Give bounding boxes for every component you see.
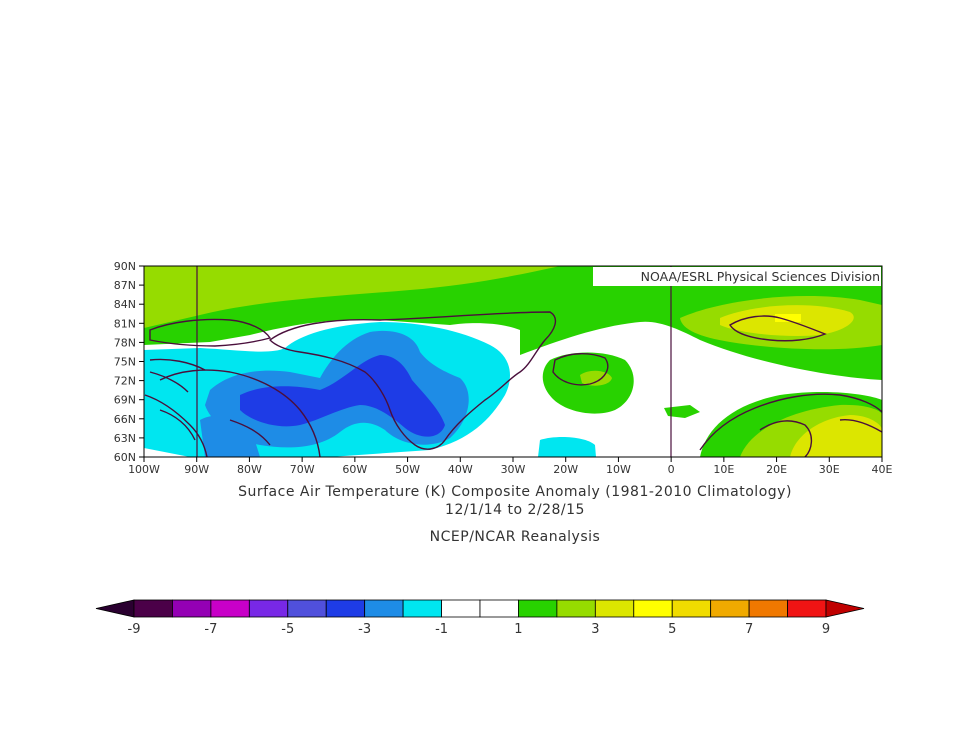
caption-dataset: NCEP/NCAR Reanalysis bbox=[429, 529, 601, 545]
iceland-coast bbox=[552, 353, 609, 386]
colorbar-swatch bbox=[594, 599, 635, 618]
lon-tick-label: 10E bbox=[713, 463, 734, 476]
lon-tick-label: 20W bbox=[553, 463, 578, 476]
lat-tick-label: 84N bbox=[114, 298, 136, 311]
scandinavia-coast bbox=[699, 393, 882, 457]
colorbar-swatch bbox=[441, 599, 481, 618]
colorbar: -9 -7 -5 -3 -1 1 3 5 7 9 bbox=[95, 599, 865, 637]
lat-tick-label: 72N bbox=[114, 375, 136, 388]
lon-tick-label: 60W bbox=[342, 463, 367, 476]
lon-tick-label: 20E bbox=[766, 463, 787, 476]
colorbar-swatch bbox=[325, 599, 366, 618]
anomaly-blue-west bbox=[240, 355, 445, 437]
colorbar-label: -1 bbox=[435, 622, 448, 637]
lat-tick-label: 81N bbox=[114, 317, 136, 330]
colorbar-swatch bbox=[210, 599, 250, 618]
lon-tick-label: 100W bbox=[128, 463, 160, 476]
colorbar-swatch bbox=[287, 599, 327, 618]
caption-title: Surface Air Temperature (K) Composite An… bbox=[238, 484, 792, 500]
lat-tick-label: 87N bbox=[114, 279, 136, 292]
greenland-coast bbox=[268, 311, 557, 450]
colorbar-swatch bbox=[479, 599, 519, 618]
credit-box bbox=[593, 267, 881, 286]
anomaly-green-small bbox=[664, 405, 700, 418]
lat-tick-label: 90N bbox=[114, 260, 136, 273]
colorbar-label: -9 bbox=[128, 622, 141, 637]
lat-tick-label: 60N bbox=[114, 451, 136, 464]
lat-tick-label: 69N bbox=[114, 394, 136, 407]
colorbar-label: -3 bbox=[358, 622, 371, 637]
lon-tick-label: 30E bbox=[819, 463, 840, 476]
colorbar-swatch bbox=[787, 599, 827, 618]
lon-tick-label: 30W bbox=[501, 463, 526, 476]
colorbar-label: -7 bbox=[204, 622, 217, 637]
lon-tick-label: 40W bbox=[448, 463, 473, 476]
latitude-axis: 90N 87N 84N 81N 78N 75N 72N 69N 66N 63N 60N bbox=[114, 260, 144, 464]
colorbar-swatch bbox=[248, 599, 289, 618]
colorbar-swatch bbox=[518, 599, 558, 618]
colorbar-label: 7 bbox=[745, 622, 753, 637]
colorbar-low-arrow bbox=[95, 599, 135, 618]
longitude-axis: 100W 90W 80W 70W 60W 50W 40W 30W 20W 10W 0 10E 20E 30… bbox=[128, 457, 893, 476]
colorbar-swatch bbox=[364, 599, 404, 618]
lat-tick-label: 75N bbox=[114, 356, 136, 369]
anomaly-yellowgreen-scandinavia bbox=[790, 415, 882, 457]
colorbar-swatch bbox=[633, 599, 673, 618]
map-panel: NOAA/ESRL Physical Sciences Division bbox=[144, 266, 882, 457]
colorbar-high-arrow bbox=[825, 599, 865, 618]
caption-dates: 12/1/14 to 2/28/15 bbox=[445, 502, 585, 518]
colorbar-swatch bbox=[402, 599, 442, 618]
colorbar-label: 1 bbox=[514, 622, 522, 637]
anomaly-yellow-east bbox=[775, 314, 801, 322]
credit-text: NOAA/ESRL Physical Sciences Division bbox=[641, 269, 880, 284]
lon-tick-label: 90W bbox=[184, 463, 209, 476]
lon-tick-label: 70W bbox=[290, 463, 315, 476]
anomaly-lightgreen-mid bbox=[580, 370, 612, 386]
lat-tick-label: 78N bbox=[114, 336, 136, 349]
archipelago-coast bbox=[149, 358, 271, 446]
anomaly-cyan-south bbox=[538, 437, 596, 457]
lat-tick-label: 66N bbox=[114, 413, 136, 426]
colorbar-label: 3 bbox=[591, 622, 599, 637]
lon-tick-label: 40E bbox=[872, 463, 893, 476]
lat-tick-label: 63N bbox=[114, 432, 136, 445]
colorbar-label: -5 bbox=[281, 622, 294, 637]
colorbar-swatch bbox=[556, 599, 596, 618]
colorbar-label: 5 bbox=[668, 622, 676, 637]
colorbar-label: 9 bbox=[822, 622, 830, 637]
lon-tick-label: 0 bbox=[668, 463, 675, 476]
lon-tick-label: 10W bbox=[606, 463, 631, 476]
colorbar-swatch bbox=[710, 599, 750, 618]
lon-tick-label: 50W bbox=[395, 463, 420, 476]
anomaly-lightgreen-north bbox=[144, 266, 560, 328]
colorbar-swatch bbox=[671, 599, 712, 618]
colorbar-swatch bbox=[133, 599, 173, 618]
svalbard-coast bbox=[729, 315, 827, 342]
lon-tick-label: 80W bbox=[237, 463, 262, 476]
baffin-coast bbox=[144, 369, 321, 457]
colorbar-swatch bbox=[172, 599, 212, 618]
colorbar-swatch bbox=[748, 599, 788, 618]
